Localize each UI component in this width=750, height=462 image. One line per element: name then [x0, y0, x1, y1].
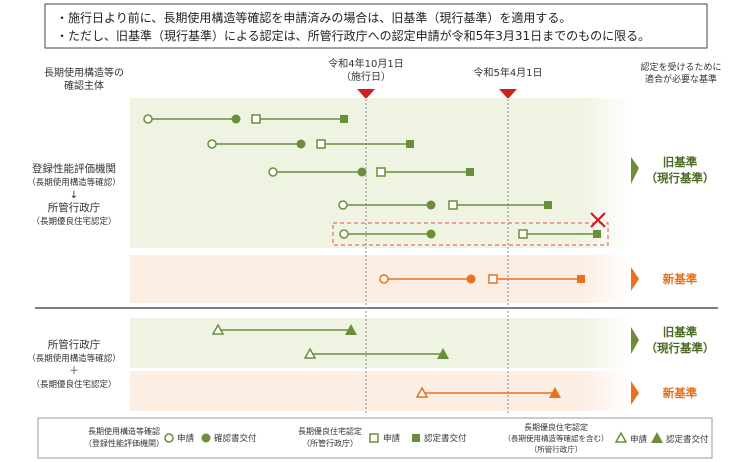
legend-g1-issue: 確認書交付	[214, 433, 257, 444]
section2-old-std-1: 旧基準	[663, 325, 698, 339]
legend-open-square-icon	[369, 433, 379, 443]
section2-label-3: （長期優良住宅認定）	[31, 379, 116, 390]
timeline-7	[211, 323, 357, 335]
section2-label-2: （長期使用構造等確認）	[27, 353, 121, 364]
header-right-2: 適合が必要な基準	[645, 73, 717, 85]
excluded-case-box	[332, 222, 609, 246]
section2-label-1: 所管行政庁	[48, 338, 101, 351]
header-date2: 令和5年4月1日	[473, 66, 542, 79]
section1-old-std-2: （現行基準）	[646, 171, 715, 185]
legend-g3-line2: （長期使用構造等確認を含む）	[504, 433, 609, 443]
section2-new-fade	[580, 371, 630, 411]
legend-filled-circle-icon	[201, 433, 211, 443]
header-date1-1: 令和4年10月1日	[328, 57, 403, 70]
legend-g1-line2: （登録性能評価機関）	[84, 438, 164, 448]
note-line-2: ・ただし、旧基準（現行基準）による認定は、所管行政庁への認定申請が令和5年3月3…	[56, 28, 650, 43]
section2-new-bg	[130, 371, 630, 411]
legend-filled-triangle-icon	[651, 432, 663, 443]
legend-filled-square-icon	[412, 434, 420, 442]
header-left-1: 長期使用構造等の	[44, 66, 124, 79]
issue-filled-square	[340, 115, 348, 123]
date2-marker	[499, 89, 517, 99]
legend-g3-line3: （所管行政庁）	[530, 444, 583, 454]
legend-g2-issue: 認定書交付	[424, 433, 467, 444]
timeline-3	[268, 167, 474, 177]
section1-new-fade	[580, 255, 630, 303]
section1-label-3: 所管行政庁	[48, 201, 101, 214]
timeline-2	[207, 139, 414, 149]
apply-open-triangle	[211, 323, 225, 335]
section1-old-std-1: 旧基準	[663, 155, 698, 169]
section2-old-fade	[580, 318, 630, 368]
legend-g2-apply: 申請	[383, 433, 401, 444]
apply-open-square	[251, 114, 261, 124]
timeline-8	[303, 347, 449, 359]
section2-old-std-2: （現行基準）	[646, 341, 715, 355]
legend-g1-apply: 申請	[177, 433, 195, 444]
section1-arrow: ↓	[70, 190, 78, 201]
section2-old-arrow-icon	[631, 327, 639, 354]
date1-marker	[357, 89, 375, 99]
section2-old-bg	[130, 318, 630, 368]
apply-open-circle	[143, 114, 153, 124]
timeline-5	[339, 229, 601, 239]
section1-label-1: 登録性能評価機関	[32, 162, 116, 175]
timeline-1	[143, 114, 348, 124]
section2-new-std: 新基準	[663, 386, 698, 400]
legend-g1-line1: 長期使用構造等確認	[88, 426, 160, 436]
section2-plus: ＋	[69, 366, 79, 377]
cross-mark-icon	[590, 212, 606, 228]
header-date1-2: （施行日）	[341, 70, 391, 83]
legend-g3-issue: 認定書交付	[666, 434, 709, 445]
legend-g2-line2: （所管行政庁）	[302, 438, 358, 448]
section1-new-arrow-icon	[631, 267, 639, 291]
timeline-6	[379, 274, 585, 284]
section1-old-arrow-icon	[631, 157, 639, 184]
issue-filled-triangle	[345, 324, 357, 335]
section1-new-std: 新基準	[663, 272, 698, 286]
header-right-1: 認定を受けるために	[640, 61, 721, 73]
legend-g2-line1: 長期優良住宅認定	[298, 426, 362, 436]
legend-open-circle-icon	[164, 433, 174, 443]
legend-open-triangle-icon	[614, 431, 628, 443]
timeline-9	[415, 386, 561, 398]
header-left-2: 確認主体	[64, 79, 104, 92]
section1-label-4: （長期優良住宅認定）	[31, 216, 116, 227]
note-line-1: ・施行日より前に、長期使用構造等確認を申請済みの場合は、旧基準（現行基準）を適用…	[56, 10, 571, 25]
issue-filled-circle	[231, 114, 241, 124]
timeline-4	[338, 200, 552, 210]
legend-g3-line1: 長期優良住宅認定	[524, 422, 588, 432]
legend-g3-apply: 申請	[630, 434, 648, 445]
section2-new-arrow-icon	[631, 381, 639, 405]
section1-label-2: （長期使用構造等確認）	[27, 177, 121, 188]
notes-box	[44, 3, 708, 49]
